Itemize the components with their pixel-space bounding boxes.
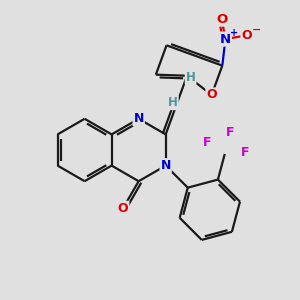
Text: N: N: [220, 33, 231, 46]
Text: N: N: [160, 159, 171, 172]
Text: H: H: [168, 96, 178, 109]
Text: F: F: [203, 136, 212, 149]
Text: O: O: [206, 88, 217, 101]
Text: −: −: [251, 25, 261, 35]
Text: F: F: [226, 126, 235, 140]
Text: H: H: [186, 71, 196, 84]
Text: O: O: [118, 202, 128, 215]
Text: O: O: [241, 29, 252, 42]
Text: F: F: [241, 146, 250, 159]
Text: O: O: [216, 13, 227, 26]
Text: N: N: [134, 112, 144, 125]
Text: +: +: [230, 28, 238, 38]
